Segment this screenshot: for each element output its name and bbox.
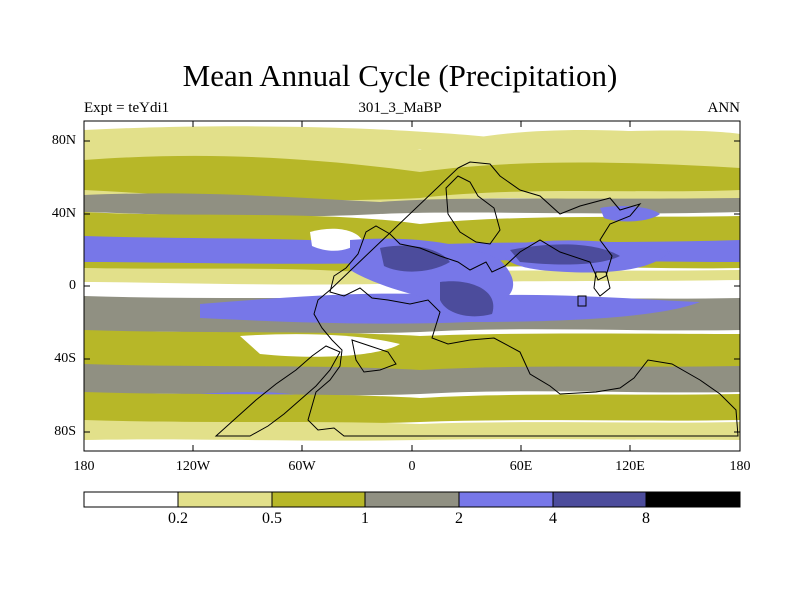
contour-polar-light	[84, 420, 740, 441]
axis-ticks	[84, 121, 740, 451]
y-tick-label: 80S	[54, 424, 76, 439]
colorbar-bin-6	[552, 491, 647, 508]
experiment-label: Expt = teYdi1	[84, 100, 170, 116]
colorbar-label: 2	[455, 510, 463, 527]
x-tick-label: 180	[729, 459, 751, 474]
colorbar-label: 8	[642, 510, 650, 527]
continent-outline-4	[214, 345, 341, 437]
x-tick-label: 120E	[615, 459, 645, 474]
continent-outline-1	[307, 161, 739, 437]
y-tick-label: 0	[69, 278, 76, 293]
contour-north-olive	[84, 155, 740, 201]
island-outline-2	[593, 271, 611, 297]
colorbar-bin-7	[645, 491, 741, 508]
contour-wet-core-1	[380, 245, 450, 272]
map-title: Mean Annual Cycle (Precipitation)	[182, 58, 618, 93]
colorbar-label: 0.5	[262, 510, 282, 527]
precip-field	[84, 121, 740, 451]
contour-dry-patch	[310, 228, 362, 251]
colorbar-label: 1	[361, 510, 369, 527]
x-tick-label: 60E	[509, 459, 533, 474]
colorbar-bin-4	[364, 491, 460, 508]
colorbar	[83, 491, 741, 508]
colorbar-bin-3	[271, 491, 366, 508]
contour-asia-core	[510, 244, 620, 265]
x-tick-label: 0	[408, 459, 416, 474]
contour-far-north	[84, 126, 740, 151]
run-label: 301_3_MaBP	[358, 100, 442, 116]
continent-outline-3	[351, 339, 397, 373]
colorbar-label: 4	[549, 510, 557, 527]
land-outlines	[214, 161, 739, 437]
x-tick-label: 180	[73, 459, 95, 474]
colorbar-bin-1	[83, 491, 179, 508]
island-outline-1	[577, 295, 587, 307]
continent-outline-2	[445, 175, 501, 245]
colorbar-bin-5	[458, 491, 554, 508]
x-tick-label: 120W	[175, 459, 211, 474]
y-tick-label: 40N	[51, 206, 76, 221]
contour-south-olive	[84, 392, 740, 424]
colorbar-label: 0.2	[168, 510, 188, 527]
contour-smid-dry	[240, 334, 400, 357]
contour-south-gray	[84, 364, 740, 396]
colorbar-bin-2	[177, 491, 273, 508]
contour-north-blue-spot	[600, 206, 660, 222]
y-tick-label: 40S	[54, 351, 76, 366]
y-tick-label: 80N	[51, 133, 76, 148]
contour-wet-core-2	[440, 281, 494, 317]
season-label: ANN	[707, 100, 741, 116]
contour-north-gray	[84, 193, 740, 217]
x-tick-label: 60W	[288, 459, 316, 474]
